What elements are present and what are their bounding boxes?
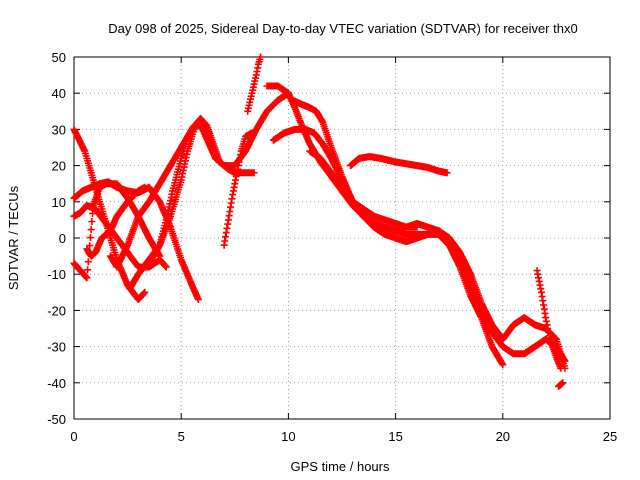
ticks: 0 5 10 15 20 25 -50 -40 -30 -20 -10 0 10 20 30 40 50 xyxy=(47,50,617,444)
y-axis-label: SDTVAR / TECUs xyxy=(6,185,21,290)
y-tick-label: 30 xyxy=(52,122,66,137)
series-track-7 xyxy=(145,89,292,267)
series-track-4 xyxy=(70,180,164,282)
series-track-17 xyxy=(555,379,567,390)
y-tick-label: 50 xyxy=(52,50,66,65)
series-track-15 xyxy=(347,153,451,177)
x-tick-label: 25 xyxy=(603,429,617,444)
chart-title: Day 098 of 2025, Sidereal Day-to-day VTE… xyxy=(108,21,577,36)
y-tick-label: 10 xyxy=(52,195,66,210)
series-track-5 xyxy=(83,183,149,260)
series-track-8 xyxy=(126,118,213,293)
x-axis-label: GPS time / hours xyxy=(291,459,390,474)
y-tick-label: -50 xyxy=(47,412,66,427)
data-marks xyxy=(244,53,264,115)
data-points xyxy=(70,53,569,390)
series-track-16 xyxy=(533,267,565,372)
y-tick-label: 20 xyxy=(52,159,66,174)
y-tick-label: -40 xyxy=(47,376,66,391)
grid xyxy=(74,57,610,419)
data-marks xyxy=(70,180,164,282)
data-marks xyxy=(347,153,451,177)
data-marks xyxy=(533,267,565,372)
x-tick-label: 5 xyxy=(178,429,185,444)
data-marks xyxy=(306,147,569,372)
data-marks xyxy=(145,89,292,267)
series-track-9 xyxy=(220,129,256,249)
series-track-14 xyxy=(306,147,569,372)
x-tick-label: 15 xyxy=(388,429,402,444)
x-tick-label: 20 xyxy=(496,429,510,444)
data-marks xyxy=(83,183,149,260)
x-tick-label: 0 xyxy=(70,429,77,444)
data-marks xyxy=(220,129,256,249)
data-marks xyxy=(555,379,567,390)
y-tick-label: -20 xyxy=(47,303,66,318)
x-tick-label: 10 xyxy=(281,429,295,444)
y-tick-label: -10 xyxy=(47,267,66,282)
y-tick-label: 40 xyxy=(52,86,66,101)
data-marks xyxy=(263,82,421,231)
data-marks xyxy=(126,118,213,293)
y-tick-label: 0 xyxy=(59,231,66,246)
y-tick-label: -30 xyxy=(47,340,66,355)
series-track-10 xyxy=(244,53,264,115)
series-track-11 xyxy=(263,82,421,231)
